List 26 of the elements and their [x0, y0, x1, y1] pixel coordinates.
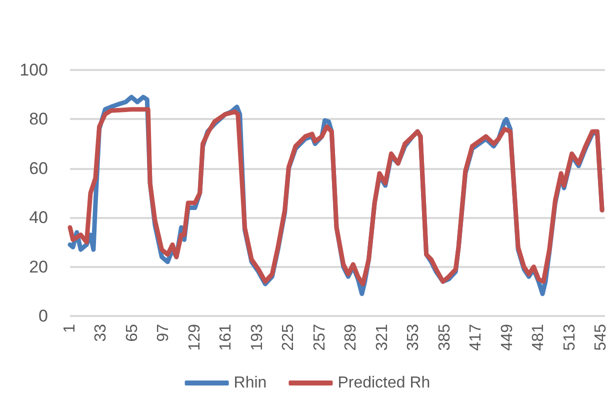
x-tick-label: 385 — [436, 324, 454, 351]
y-tick-label: 100 — [20, 60, 48, 80]
x-tick-label: 513 — [561, 324, 578, 351]
x-tick-label: 481 — [530, 324, 548, 351]
x-tick-label: 97 — [155, 324, 172, 342]
x-tick-label: 65 — [124, 324, 141, 342]
x-tick-label: 257 — [311, 324, 328, 351]
y-tick-label: 60 — [29, 158, 48, 178]
x-tick-label: 545 — [592, 324, 610, 351]
x-tick-label: 129 — [186, 324, 204, 351]
x-tick-label: 161 — [218, 324, 235, 351]
x-tick-label: 1 — [62, 324, 78, 333]
legend-label: Rhin — [234, 374, 267, 392]
x-tick-label: 449 — [498, 324, 516, 351]
x-tick-label: 289 — [342, 324, 360, 351]
x-tick-label: 321 — [374, 324, 391, 351]
x-tick-label: 353 — [405, 324, 422, 351]
y-tick-label: 20 — [29, 257, 48, 276]
x-tick-label: 225 — [280, 324, 298, 351]
y-tick-label: 0 — [38, 306, 48, 326]
legend-label: Predicted Rh — [338, 374, 430, 392]
y-tick-label: 40 — [29, 208, 48, 228]
x-tick-label: 193 — [248, 324, 266, 351]
x-tick-label: 417 — [468, 324, 485, 351]
y-tick-label: 80 — [29, 110, 48, 129]
x-tick-label: 33 — [92, 324, 110, 342]
